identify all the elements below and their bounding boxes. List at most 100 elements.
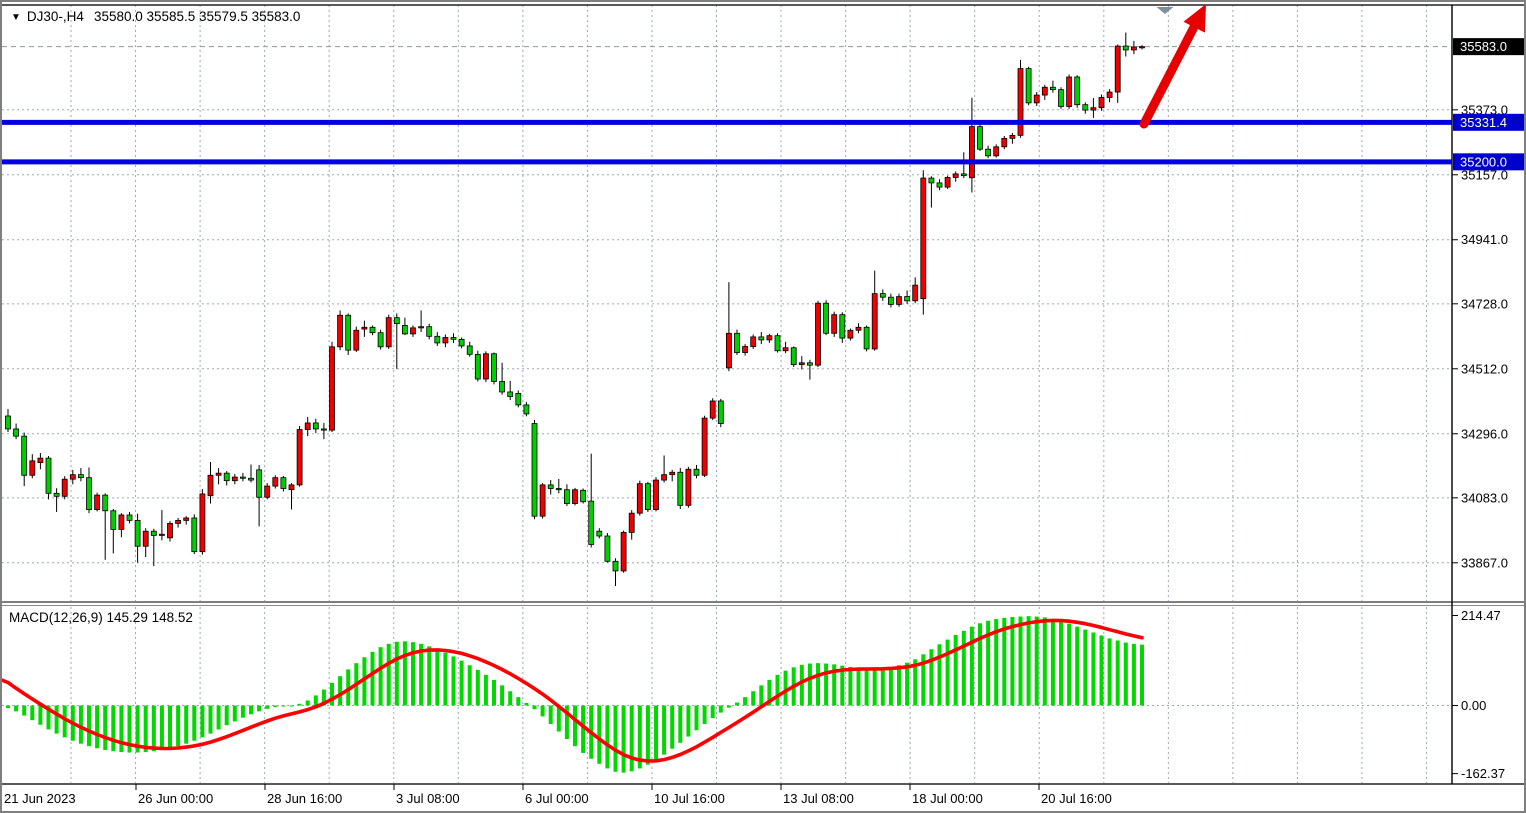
candle-bear — [580, 489, 586, 503]
candle-bear — [645, 483, 651, 510]
candle-bull — [709, 400, 716, 419]
candle-bear — [434, 335, 441, 344]
candle-bull — [993, 146, 1000, 157]
candle-bear — [693, 468, 700, 476]
macd-bar — [143, 705, 148, 753]
candle-bear — [863, 326, 870, 350]
macd-bar — [1123, 642, 1128, 706]
macd-bar — [362, 657, 367, 706]
macd-bar — [897, 665, 901, 706]
macd-bar — [305, 700, 310, 706]
chart-shift-marker-icon[interactable] — [1156, 7, 1174, 14]
candle-bear — [960, 173, 967, 177]
macd-bar — [208, 705, 213, 734]
macd-bar — [807, 663, 812, 706]
macd-bar — [816, 663, 820, 706]
candle-bull — [669, 471, 676, 476]
candle-bull — [118, 514, 125, 530]
candle-bull — [1106, 91, 1113, 98]
macd-bar — [637, 705, 642, 769]
level-price-text: 35200.0 — [1460, 154, 1507, 169]
macd-bar — [645, 705, 650, 765]
macd-bar — [573, 705, 577, 747]
macd-bar — [726, 705, 731, 708]
macd-bar — [1075, 626, 1080, 706]
candle-bear — [248, 477, 254, 481]
time-axis[interactable]: 21 Jun 2023 26 Jun 00:00 28 Jun 16:00 3 Jul… — [4, 784, 1112, 806]
macd-bar — [678, 705, 683, 743]
candle-bull — [353, 329, 360, 351]
level-price-box — [1453, 113, 1524, 131]
candle-bear — [523, 404, 530, 415]
macd-bar — [6, 705, 10, 709]
candle-bull — [410, 327, 416, 335]
macd-bar — [411, 642, 415, 706]
candle-bear — [191, 517, 198, 553]
price-axis[interactable]: 35373.0 35157.0 34941.0 34728.0 34512.0 34296… — [1452, 102, 1508, 781]
macd-bar — [937, 644, 942, 706]
macd-signal-line — [2, 618, 1144, 763]
candle-bull — [701, 417, 708, 476]
macd-bar — [87, 705, 91, 747]
macd-bar — [654, 705, 658, 761]
macd-bar — [743, 697, 748, 706]
price-tick-label: 34512.0 — [1461, 361, 1508, 376]
macd-bar — [986, 620, 991, 706]
trend-arrow[interactable] — [1139, 4, 1206, 129]
candle-bull — [418, 326, 425, 329]
candle-bull — [871, 293, 878, 350]
time-tick-label: 6 Jul 00:00 — [525, 791, 589, 806]
candle-bear — [320, 428, 327, 431]
candle-bull — [742, 346, 748, 353]
candle-bear — [239, 476, 246, 479]
candle-bear — [904, 296, 910, 302]
candle-bear — [256, 469, 263, 498]
macd-indicator-label: MACD(12,26,9) 145.29 148.52 — [9, 610, 193, 625]
price-tick-label: 34296.0 — [1461, 426, 1508, 441]
candle-bear — [564, 489, 570, 504]
candle-bear — [1058, 89, 1064, 107]
candle-bull — [167, 522, 173, 539]
macd-bar — [1010, 616, 1015, 706]
macd-bar — [978, 623, 982, 706]
macd-tick-label: 214.47 — [1461, 608, 1501, 623]
macd-bar — [1107, 638, 1112, 706]
candle-bear — [1074, 76, 1081, 106]
candle-bear — [223, 472, 230, 482]
macd-bar — [629, 705, 634, 772]
macd-bar — [613, 705, 618, 772]
time-tick-label: 10 Jul 16:00 — [654, 791, 725, 806]
macd-bar — [1050, 619, 1055, 706]
candle-bear — [369, 326, 376, 334]
price-tick-label: 35157.0 — [1461, 167, 1508, 182]
candle-bull — [726, 332, 732, 369]
macd-bar — [840, 665, 845, 706]
macd-bar — [459, 660, 464, 706]
macd-bar — [548, 705, 553, 724]
macd-bar — [216, 705, 221, 730]
time-tick-label: 18 Jul 00:00 — [912, 791, 983, 806]
candle-bull — [304, 422, 311, 430]
candle-bull — [1098, 97, 1105, 109]
candle-bear — [1082, 104, 1089, 111]
macd-bar — [832, 664, 837, 706]
macd-bar — [435, 649, 440, 706]
macd-bar — [824, 663, 829, 706]
candle-bear — [53, 492, 60, 497]
candle-bull — [855, 326, 862, 331]
macd-bar — [281, 705, 286, 707]
macd-bar — [14, 705, 19, 712]
candle-bear — [491, 353, 497, 382]
macd-bar — [1002, 617, 1007, 706]
candle-bear — [401, 325, 408, 335]
candle-bull — [572, 489, 578, 504]
macd-bar — [775, 674, 780, 706]
time-tick-label: 3 Jul 08:00 — [396, 791, 460, 806]
candle-bear — [717, 400, 724, 424]
candle-bull — [1001, 137, 1008, 148]
macd-bar — [119, 705, 124, 753]
candle-bear — [499, 381, 506, 393]
candle-bull — [361, 326, 368, 330]
time-tick-label: 21 Jun 2023 — [4, 791, 76, 806]
